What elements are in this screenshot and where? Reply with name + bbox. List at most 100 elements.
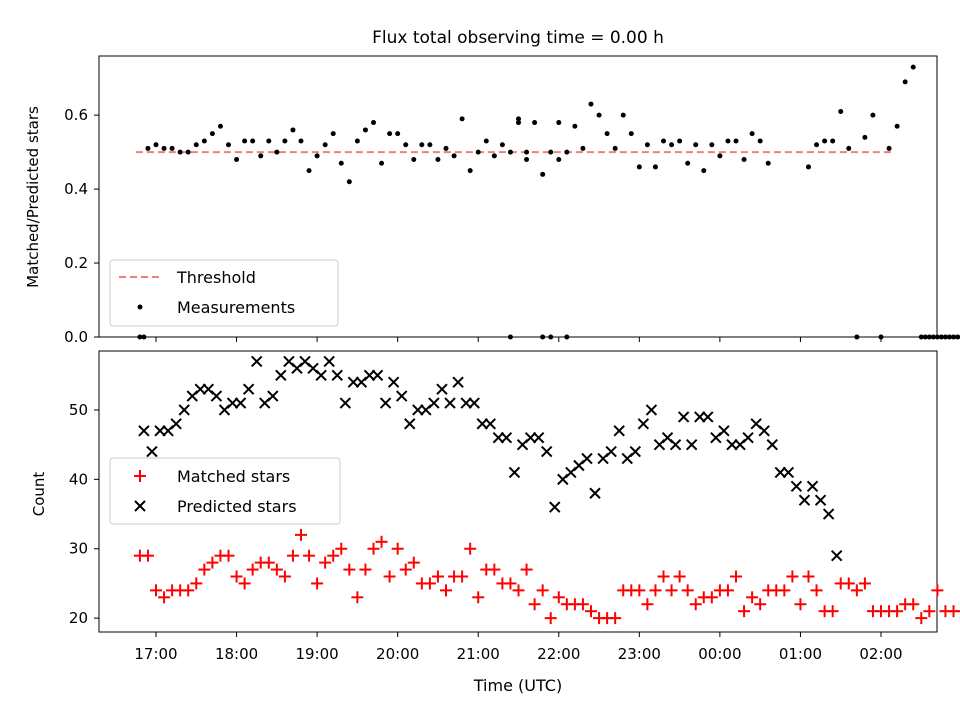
- measurement-point: [298, 138, 304, 144]
- predicted-stars-point: [790, 480, 803, 493]
- measurement-point: [946, 334, 952, 340]
- measurement-point: [274, 149, 280, 155]
- matched-stars-point: [641, 598, 654, 611]
- predicted-stars-point: [484, 418, 497, 430]
- matched-stars-point: [512, 584, 525, 597]
- matched-stars-point: [810, 584, 823, 597]
- measurement-point: [435, 157, 441, 163]
- predicted-stars-point: [371, 369, 384, 381]
- measurement-point: [938, 334, 944, 340]
- matched-stars-point: [431, 570, 444, 583]
- measurement-point: [524, 157, 530, 163]
- ratio-y-ticks: 0.0 0.2 0.4 0.6: [64, 106, 99, 346]
- measurement-point: [838, 108, 844, 114]
- matched-stars-point: [544, 612, 557, 625]
- measurement-point: [443, 145, 449, 151]
- predicted-stars-point: [806, 480, 819, 493]
- measurement-point: [709, 142, 715, 148]
- measurement-point: [556, 157, 562, 163]
- measurement-point: [185, 149, 191, 155]
- measurement-point: [266, 138, 272, 144]
- measurement-point: [685, 160, 691, 166]
- chart-title: Flux total observing time = 0.00 h: [372, 28, 664, 48]
- matched-stars-point: [391, 542, 404, 555]
- ratio-legend: Threshold Measurements: [109, 259, 339, 327]
- measurement-point: [427, 142, 433, 148]
- matched-stars-point: [222, 549, 235, 562]
- matched-stars-point: [327, 549, 340, 562]
- measurement-point: [830, 138, 836, 144]
- matched-stars-point: [705, 591, 718, 604]
- measurement-point: [564, 334, 570, 340]
- measurement-point: [145, 145, 151, 151]
- count-panel: 20 30 40 50 17:00 18:00 19:00 20:00 21:00 22:00 2…: [30, 350, 960, 663]
- measurement-point: [322, 142, 328, 148]
- predicted-stars-point: [138, 425, 150, 437]
- measurement-point: [491, 153, 497, 159]
- matched-stars-point: [520, 563, 533, 576]
- measurement-point: [894, 123, 900, 129]
- x-tick-label: 01:00: [779, 645, 822, 663]
- measurement-point: [516, 116, 521, 122]
- x-tick-label: 23:00: [618, 645, 661, 663]
- measurement-point: [362, 127, 368, 133]
- measurement-point: [886, 145, 892, 151]
- predicted-stars-point: [452, 376, 464, 388]
- predicted-stars-point: [170, 418, 182, 430]
- legend-measurements-swatch: [137, 304, 143, 310]
- legend-measurements-label: Measurements: [177, 298, 295, 317]
- predicted-stars-point: [275, 369, 287, 381]
- predicted-stars-point: [250, 355, 263, 368]
- matched-stars-point: [238, 577, 251, 590]
- predicted-stars-point: [210, 390, 223, 402]
- predicted-stars-point: [178, 404, 190, 416]
- matched-stars-point: [456, 570, 469, 583]
- matched-stars-point: [335, 542, 348, 555]
- matched-stars-point: [842, 577, 855, 590]
- legend-matched-label: Matched stars: [177, 467, 290, 486]
- matched-stars-point: [206, 556, 219, 569]
- predicted-stars-point: [444, 397, 456, 409]
- matched-stars-point: [794, 598, 807, 611]
- measurement-point: [209, 131, 215, 137]
- y-tick-label: 40: [69, 470, 88, 488]
- measurement-point: [757, 138, 763, 144]
- predicted-stars-point: [234, 397, 247, 409]
- matched-stars-point: [472, 591, 485, 604]
- predicted-stars-point: [581, 452, 593, 465]
- measurement-point: [677, 138, 683, 144]
- measurement-point: [346, 179, 352, 185]
- matched-stars-point: [681, 584, 694, 597]
- measurement-point: [516, 120, 521, 126]
- measurement-point: [918, 334, 924, 340]
- predicted-stars-point: [315, 369, 327, 381]
- x-tick-label: 18:00: [215, 645, 258, 663]
- matched-stars-point: [407, 556, 420, 569]
- matched-stars-point: [278, 570, 291, 583]
- measurement-point: [411, 157, 417, 163]
- measurement-point: [652, 164, 658, 170]
- matched-stars-point: [246, 563, 259, 576]
- matched-stars-point: [923, 605, 936, 618]
- matched-stars-point: [359, 563, 372, 576]
- matched-stars-point: [150, 584, 162, 597]
- predicted-stars-point: [339, 397, 352, 409]
- matched-stars-point: [464, 542, 477, 555]
- measurement-point: [955, 334, 960, 340]
- matched-stars-point: [850, 584, 863, 597]
- predicted-stars-point: [379, 397, 392, 409]
- matched-stars-point: [633, 584, 646, 597]
- predicted-stars-point: [267, 390, 279, 402]
- predicted-stars-point: [242, 383, 255, 395]
- predicted-stars-point: [428, 397, 440, 409]
- matched-stars-point: [198, 563, 211, 576]
- predicted-stars-point: [589, 487, 601, 499]
- matched-stars-point: [576, 598, 589, 611]
- matched-stars-point: [230, 570, 243, 583]
- predicted-stars-point: [395, 390, 408, 402]
- matched-stars-point: [158, 591, 171, 604]
- measurement-point: [572, 123, 578, 129]
- predicted-stars-point: [540, 445, 553, 458]
- matched-stars-point: [665, 584, 678, 597]
